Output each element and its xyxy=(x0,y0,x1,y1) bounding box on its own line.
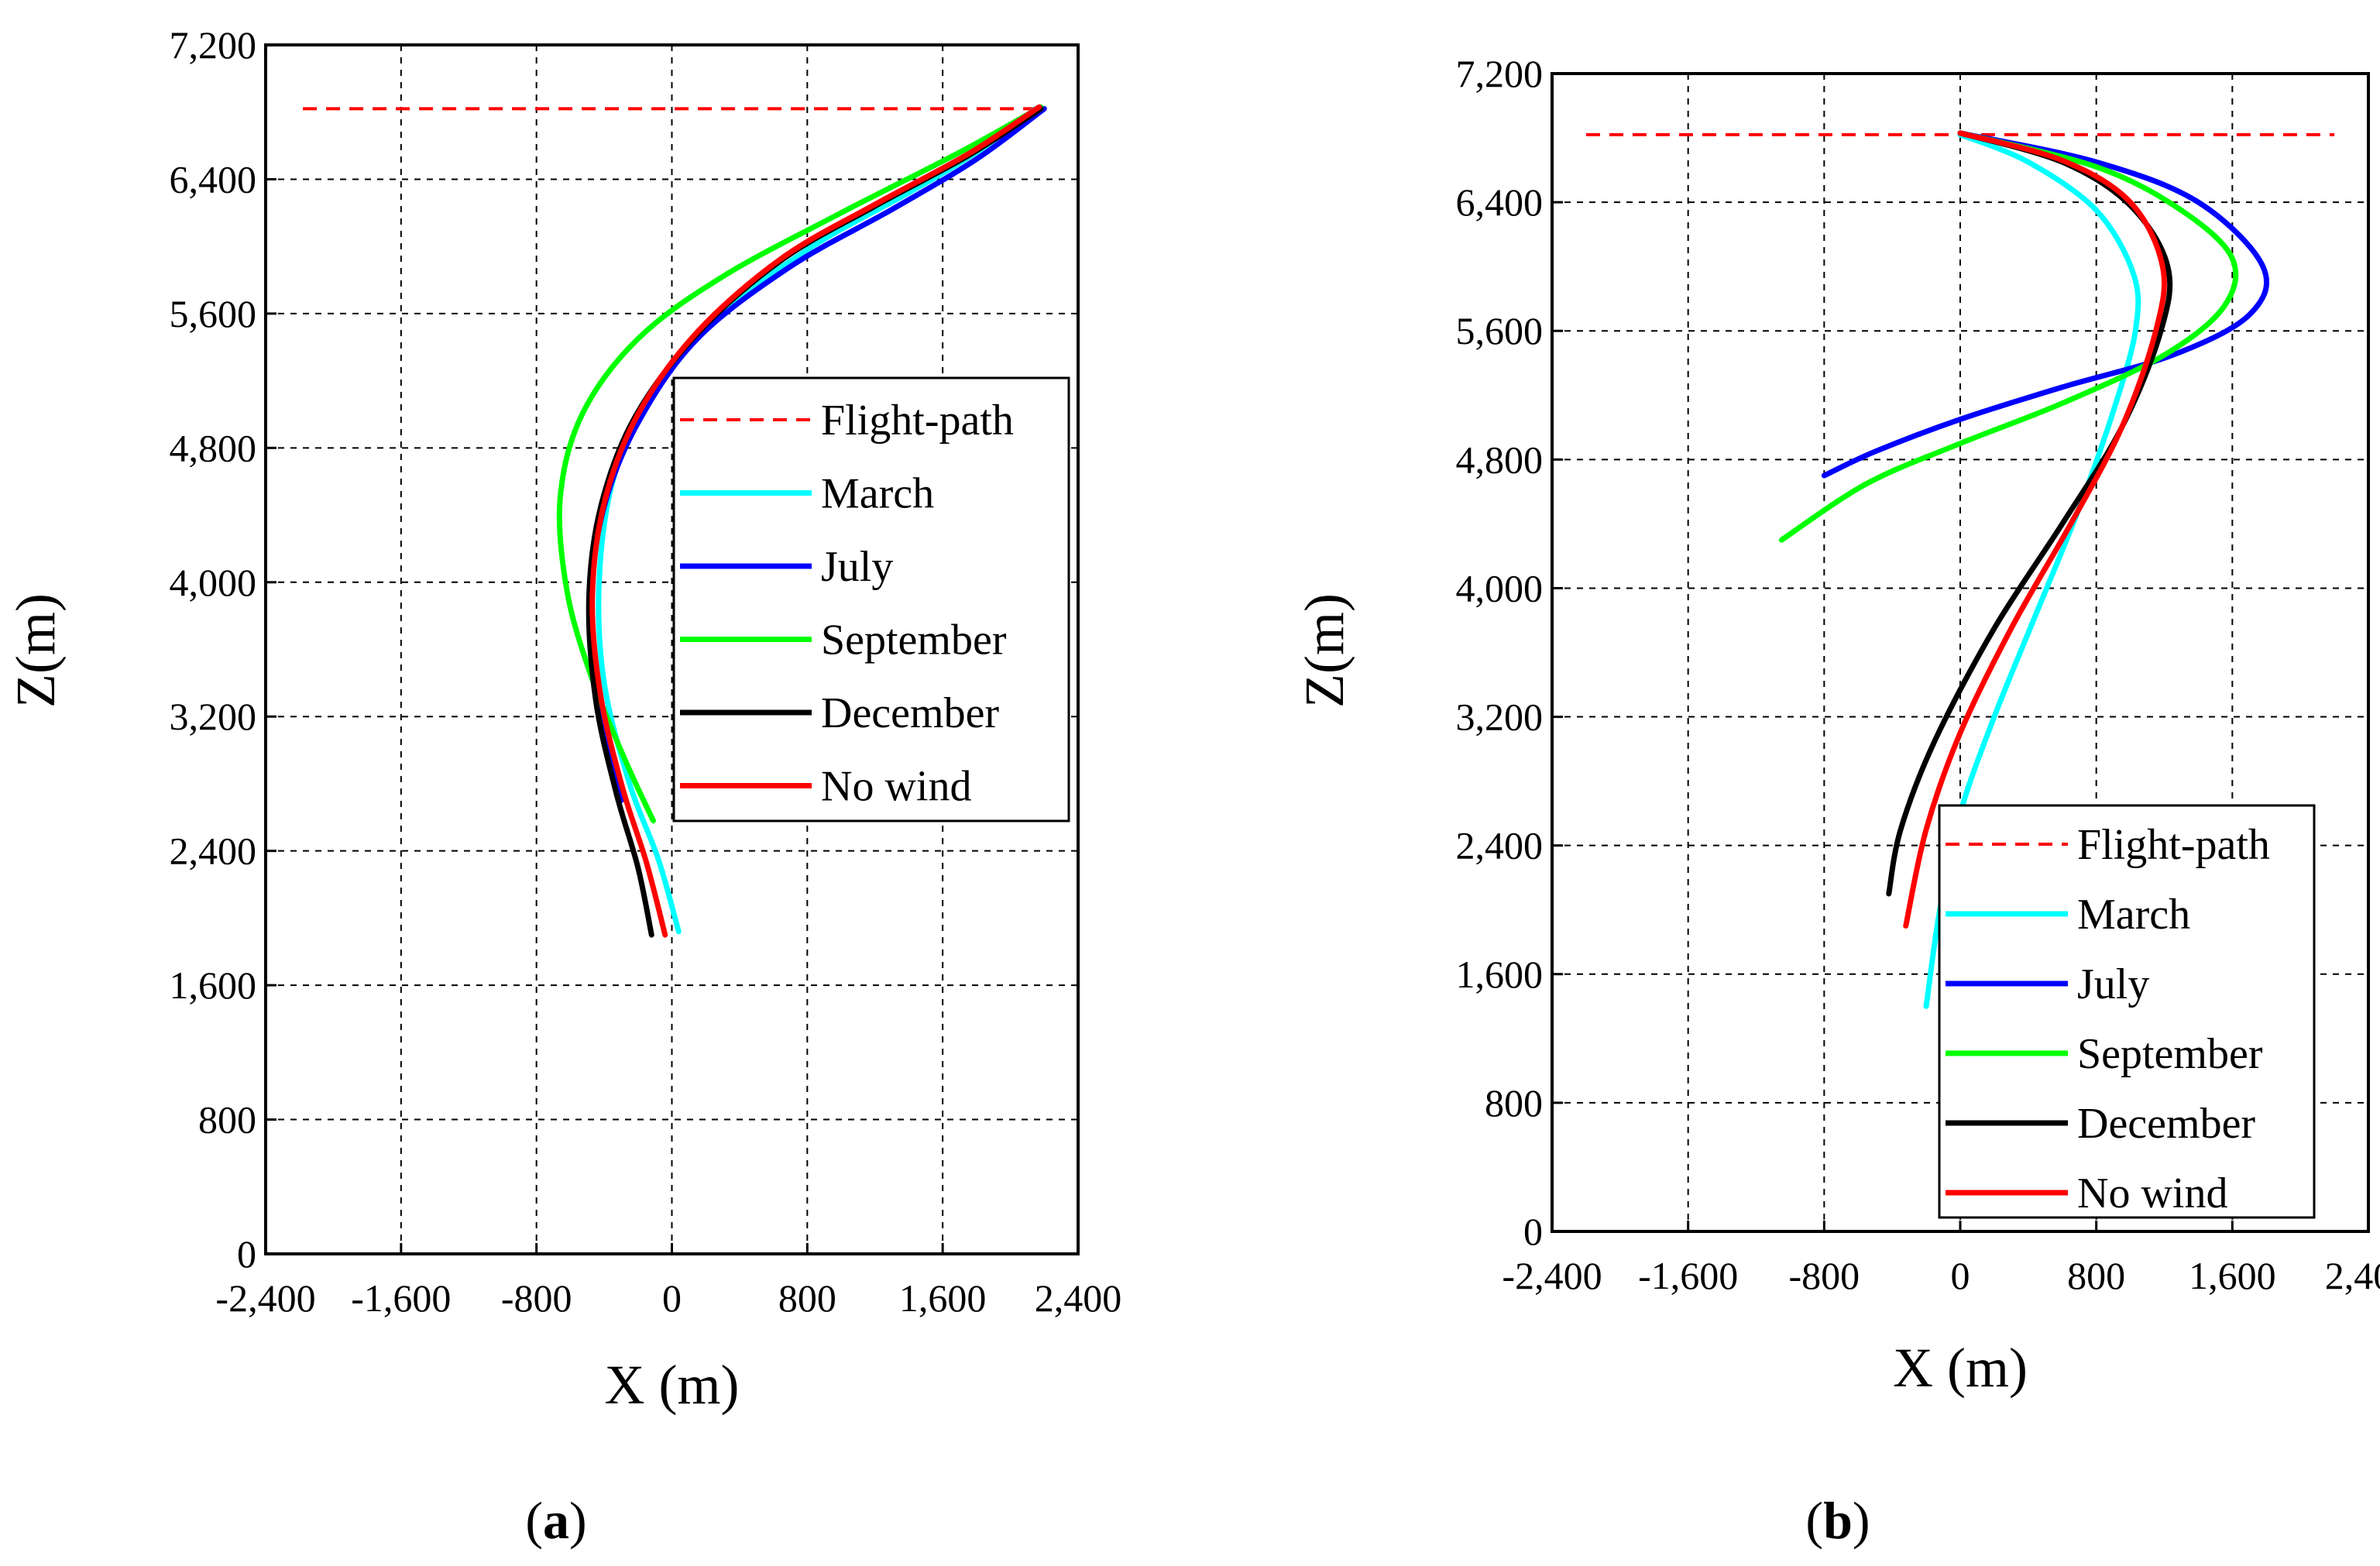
y-tick-label: 0 xyxy=(1523,1210,1543,1253)
x-tick-label: 2,400 xyxy=(1035,1276,1122,1320)
y-tick-label: 1,600 xyxy=(1456,953,1544,996)
y-tick-label: 3,200 xyxy=(1456,695,1544,739)
legend: Flight-path March July September December No … xyxy=(672,376,1070,822)
series-line-no-wind xyxy=(589,104,1042,938)
legend-label: March xyxy=(2077,891,2190,939)
series-line-no-wind xyxy=(1903,130,2167,929)
y-tick-label: 7,200 xyxy=(170,23,257,67)
series-line-july xyxy=(1821,130,2269,479)
legend-label: No wind xyxy=(2077,1169,2227,1217)
y-tick-label: 4,800 xyxy=(170,426,257,469)
legend-label: December xyxy=(821,689,999,737)
y-tick-label: 0 xyxy=(237,1232,256,1276)
x-tick-label: -1,600 xyxy=(351,1276,451,1320)
y-tick-label: 4,000 xyxy=(170,561,257,604)
legend-label: March xyxy=(821,470,934,518)
panel-caption: (a) xyxy=(525,1491,586,1550)
panel-b: -2,400 -1,600 -800 0 800 1,600 2,400 0 800 1,600 2… xyxy=(1293,52,2380,1550)
y-tick-label: 2,400 xyxy=(170,829,257,873)
legend-label: July xyxy=(821,543,893,591)
y-tick-label: 7,200 xyxy=(1456,52,1544,95)
legend-label: Flight-path xyxy=(2077,821,2270,869)
panel-a: -2,400 -1,600 -800 0 800 1,600 2,400 0 800 1,600 2… xyxy=(5,23,1121,1550)
y-tick-label: 3,200 xyxy=(170,695,257,738)
x-tick-label: 1,600 xyxy=(899,1276,987,1320)
y-axis-label: Z(m) xyxy=(1293,593,1355,708)
legend: Flight-path March July September December No … xyxy=(1938,804,2316,1219)
panel-caption: (b) xyxy=(1805,1491,1870,1550)
legend-label: July xyxy=(2077,960,2149,1008)
y-tick-label: 5,600 xyxy=(170,292,257,335)
x-tick-label: -2,400 xyxy=(215,1276,315,1320)
series-line-september xyxy=(1778,130,2239,543)
legend-label: No wind xyxy=(821,763,971,811)
y-tick-label: 1,600 xyxy=(170,963,257,1007)
x-tick-label: -800 xyxy=(1789,1254,1860,1297)
x-tick-label: 0 xyxy=(662,1276,682,1320)
y-tick-label: 2,400 xyxy=(1456,824,1544,867)
legend-label: September xyxy=(2077,1030,2263,1078)
y-tick-label: 6,400 xyxy=(1456,180,1544,224)
x-tick-label: -800 xyxy=(501,1276,572,1320)
legend-label: Flight-path xyxy=(821,397,1014,445)
y-tick-label: 4,000 xyxy=(1456,566,1544,610)
series-line-december xyxy=(1886,130,2173,897)
x-axis-label: X (m) xyxy=(1893,1337,2028,1399)
x-tick-label: 1,600 xyxy=(2189,1254,2276,1297)
y-tick-label: 800 xyxy=(198,1098,256,1142)
legend-label: September xyxy=(821,616,1007,665)
x-tick-label: 2,400 xyxy=(2325,1254,2380,1297)
x-axis-label: X (m) xyxy=(605,1354,740,1416)
x-tick-label: -1,600 xyxy=(1638,1254,1738,1297)
y-tick-label: 4,800 xyxy=(1456,438,1544,481)
x-tick-label: 800 xyxy=(778,1276,836,1320)
x-tick-label: 0 xyxy=(1951,1254,1970,1297)
y-axis-label: Z(m) xyxy=(5,593,67,708)
x-tick-label: 800 xyxy=(2067,1254,2125,1297)
y-tick-label: 800 xyxy=(1485,1081,1543,1125)
legend-box xyxy=(672,376,1070,822)
y-tick-label: 5,600 xyxy=(1456,309,1544,352)
legend-box xyxy=(1938,804,2316,1219)
x-tick-label: -2,400 xyxy=(1502,1254,1602,1297)
legend-label: December xyxy=(2077,1100,2255,1148)
y-tick-label: 6,400 xyxy=(170,157,257,201)
